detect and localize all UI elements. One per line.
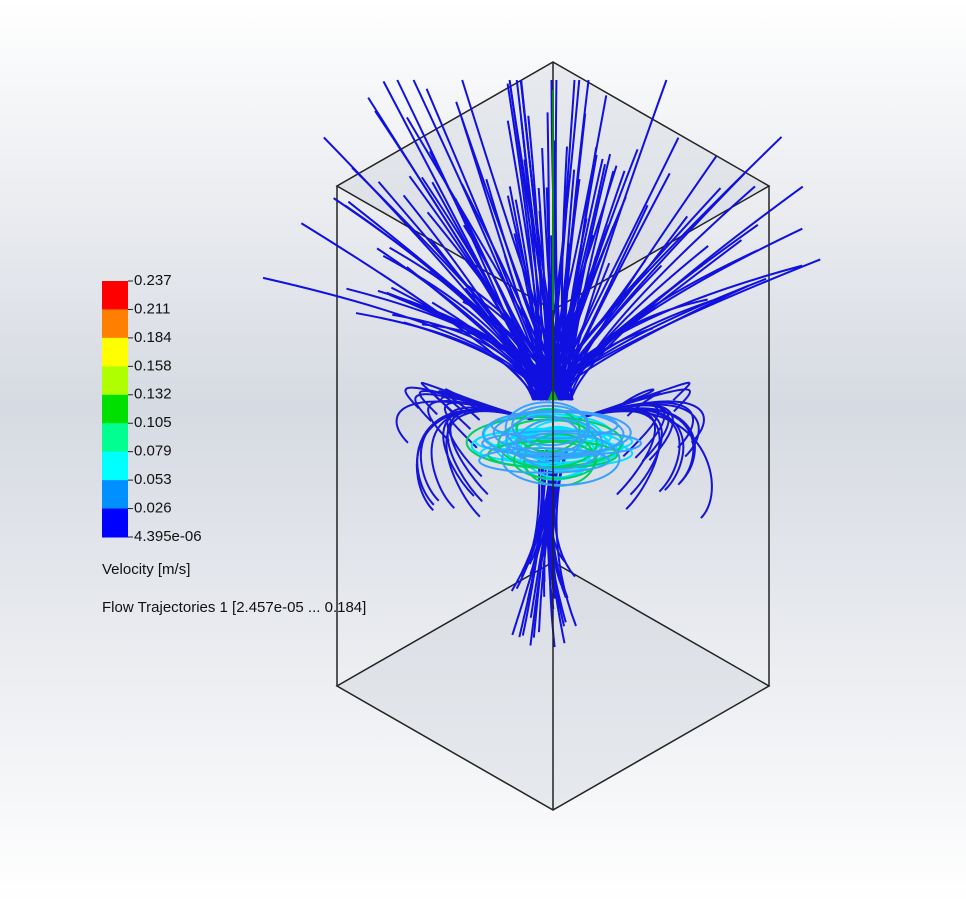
legend-label: 0.132 [134, 386, 172, 403]
legend-title: Velocity [m/s] [102, 561, 190, 578]
legend-band [102, 452, 128, 481]
legend-label: 0.026 [134, 500, 172, 517]
legend-band [102, 281, 128, 310]
legend-label: 0.053 [134, 471, 172, 488]
legend-band [102, 366, 128, 395]
legend-label: 0.105 [134, 414, 172, 431]
legend-band [102, 480, 128, 509]
page: Velocity [m/s] Flow Trajectories 1 [2.45… [0, 0, 966, 905]
trajectory-label: Flow Trajectories 1 [2.457e-05 ... 0.184… [102, 599, 366, 616]
viewport: Velocity [m/s] Flow Trajectories 1 [2.45… [0, 0, 966, 905]
legend-label: 0.079 [134, 443, 172, 460]
legend-band [102, 309, 128, 338]
legend-label: 0.184 [134, 329, 172, 346]
legend-label: 4.395e-06 [134, 528, 202, 545]
legend-band [102, 423, 128, 452]
legend-band [102, 509, 128, 538]
legend-label: 0.158 [134, 357, 172, 374]
legend-label: 0.237 [134, 272, 172, 289]
legend-label: 0.211 [134, 300, 170, 317]
legend-band [102, 395, 128, 424]
legend-band [102, 338, 128, 367]
